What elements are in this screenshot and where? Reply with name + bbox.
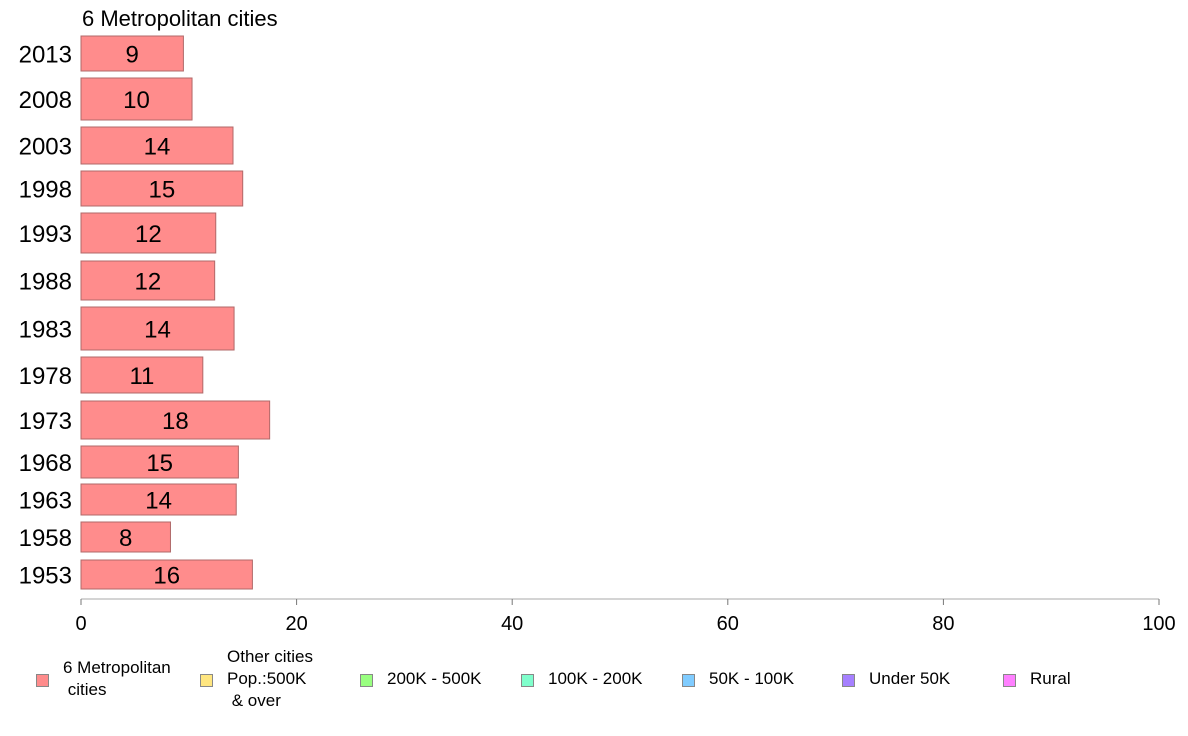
data-label-2003: 14 [144, 134, 171, 161]
bar-1993 [80, 212, 217, 254]
category-label-2003: 2003 [19, 134, 72, 161]
legend-label: 200K - 500K [387, 669, 482, 688]
bar-1963 [80, 483, 237, 516]
bar-1973 [80, 400, 271, 440]
bar-2008 [80, 77, 193, 121]
data-label-2008: 10 [123, 87, 150, 114]
legend-item-5: Under 50K [842, 668, 950, 690]
bar-1998 [80, 170, 244, 207]
bar-1988 [80, 260, 216, 301]
category-label-1963: 1963 [19, 488, 72, 515]
legend-swatch [842, 674, 855, 687]
legend-item-4: 50K - 100K [682, 668, 794, 690]
legend-swatch [1003, 674, 1016, 687]
bars-group [80, 35, 271, 590]
bar-2013 [80, 35, 184, 72]
bar-chart: 6 Metropolitan cities 201320082003199819… [19, 6, 1176, 635]
legend-swatch [360, 674, 373, 687]
x-axis: 0 20 40 60 80 100 [75, 598, 1176, 635]
category-label-1978: 1978 [19, 363, 72, 390]
legend-item-3: 100K - 200K [521, 668, 643, 690]
category-label-1968: 1968 [19, 450, 72, 477]
legend-label: 6 Metropolitan cities [63, 658, 171, 699]
x-tick-label-20: 20 [285, 613, 307, 635]
category-label-1953: 1953 [19, 563, 72, 590]
x-tick-label-60: 60 [717, 613, 739, 635]
category-label-1998: 1998 [19, 177, 72, 204]
category-label-1958: 1958 [19, 525, 72, 552]
data-labels: 9 10 14 15 12 12 14 11 18 15 14 8 16 [119, 42, 189, 590]
legend-swatch [682, 674, 695, 687]
category-label-1993: 1993 [19, 221, 72, 248]
bar-2003 [80, 126, 234, 165]
legend-label: 100K - 200K [548, 669, 643, 688]
legend-swatch [521, 674, 534, 687]
data-label-1983: 14 [144, 317, 171, 344]
legend-item-6: Rural [1003, 668, 1071, 690]
data-label-1953: 16 [153, 563, 180, 590]
legend-item-1: Other cities Pop.:500K & over [200, 646, 313, 712]
x-tick-label-0: 0 [75, 613, 86, 635]
legend: 6 Metropolitan cities Other cities Pop.:5… [36, 646, 1176, 716]
data-label-1968: 15 [146, 450, 173, 477]
bar-1978 [80, 356, 204, 394]
bar-1958 [80, 521, 171, 553]
x-tick-label-80: 80 [932, 613, 954, 635]
category-label-1973: 1973 [19, 408, 72, 435]
data-label-1963: 14 [145, 488, 172, 515]
bar-1968 [80, 445, 239, 479]
legend-label: 50K - 100K [709, 669, 795, 688]
legend-label: Other cities Pop.:500K & over [227, 647, 313, 710]
data-label-1988: 12 [134, 269, 161, 296]
legend-item-2: 200K - 500K [360, 668, 482, 690]
category-label-2013: 2013 [19, 42, 72, 69]
category-label-2008: 2008 [19, 87, 72, 114]
x-tick-label-100: 100 [1142, 613, 1175, 635]
data-label-1973: 18 [162, 408, 189, 435]
legend-swatch [200, 674, 213, 687]
data-label-1978: 11 [129, 363, 154, 390]
legend-item-0: 6 Metropolitan cities [36, 657, 171, 701]
bar-1953 [80, 559, 253, 590]
data-label-1993: 12 [135, 221, 162, 248]
legend-label: Rural [1030, 669, 1071, 688]
x-tick-label-40: 40 [501, 613, 523, 635]
legend-swatch [36, 674, 49, 687]
bar-1983 [80, 306, 235, 351]
chart-title: 6 Metropolitan cities [82, 6, 278, 31]
legend-label: Under 50K [869, 669, 951, 688]
data-label-1998: 15 [148, 177, 175, 204]
data-label-1958: 8 [119, 525, 132, 552]
category-label-1983: 1983 [19, 317, 72, 344]
category-label-1988: 1988 [19, 269, 72, 296]
category-labels: 2013 2008 2003 1998 1993 1988 1983 1978 1973 1968… [19, 42, 72, 590]
data-label-2013: 9 [126, 42, 139, 69]
